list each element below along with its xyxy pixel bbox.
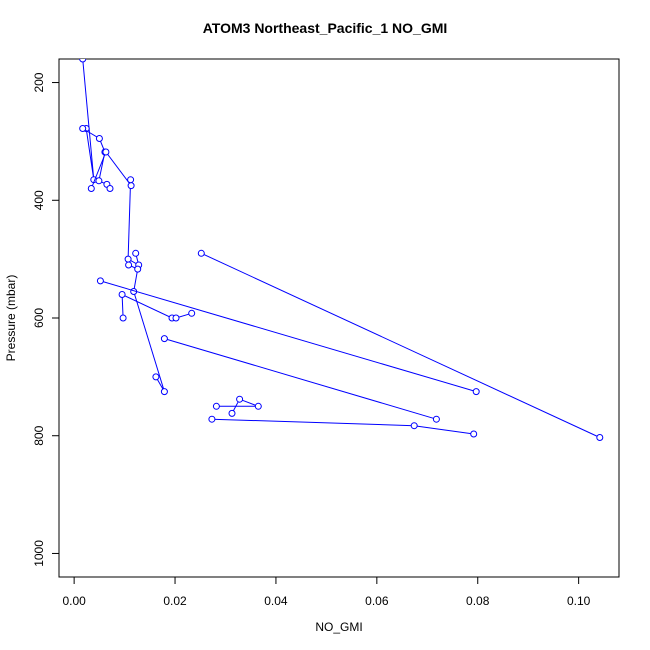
data-point bbox=[160, 335, 168, 343]
x-tick-label: 0.00 bbox=[62, 594, 86, 608]
data-point bbox=[79, 125, 87, 132]
data-point bbox=[160, 388, 168, 396]
data-point bbox=[124, 255, 132, 263]
series-line bbox=[128, 264, 165, 392]
series-group bbox=[79, 59, 604, 441]
data-point bbox=[410, 422, 418, 430]
data-point bbox=[118, 291, 126, 298]
data-point bbox=[125, 261, 133, 269]
data-point bbox=[119, 314, 127, 322]
data-point bbox=[152, 373, 160, 381]
data-point bbox=[197, 249, 205, 257]
data-point bbox=[79, 59, 87, 63]
y-axis-label: Pressure (mbar) bbox=[4, 274, 18, 362]
data-point bbox=[236, 395, 244, 403]
x-tick-label: 0.02 bbox=[163, 594, 187, 608]
series-line bbox=[100, 280, 477, 393]
x-tick-label: 0.04 bbox=[264, 594, 288, 608]
data-point bbox=[172, 314, 180, 322]
series-line bbox=[164, 338, 437, 420]
data-point bbox=[188, 309, 196, 317]
y-tick-label: 200 bbox=[32, 72, 46, 92]
x-tick-label: 0.06 bbox=[365, 594, 389, 608]
data-point bbox=[96, 277, 104, 285]
y-tick-label: 800 bbox=[32, 425, 46, 445]
data-point bbox=[254, 402, 262, 410]
data-point bbox=[95, 135, 103, 142]
series-line bbox=[82, 59, 95, 180]
data-point bbox=[228, 409, 236, 417]
data-point bbox=[470, 430, 478, 438]
y-tick-label: 400 bbox=[32, 190, 46, 210]
data-series bbox=[79, 59, 604, 441]
data-point bbox=[102, 148, 110, 156]
data-point bbox=[596, 434, 604, 441]
x-tick-label: 0.08 bbox=[466, 594, 490, 608]
chart-title: ATOM3 Northeast_Pacific_1 NO_GMI bbox=[202, 20, 448, 36]
data-point bbox=[208, 415, 216, 423]
data-point bbox=[106, 185, 114, 192]
plot-frame bbox=[58, 58, 620, 578]
y-tick-label: 600 bbox=[32, 308, 46, 328]
y-tick-label: 1000 bbox=[32, 540, 46, 567]
series-line bbox=[201, 252, 601, 438]
data-point bbox=[132, 249, 140, 257]
data-point bbox=[95, 177, 103, 185]
x-tick-label: 0.10 bbox=[567, 594, 591, 608]
x-axis: 0.00 0.02 0.04 0.06 0.08 0.10 bbox=[62, 576, 591, 608]
x-axis-label: NO_GMI bbox=[315, 620, 363, 634]
data-point bbox=[212, 402, 220, 410]
data-point bbox=[87, 185, 95, 192]
data-point bbox=[432, 415, 440, 423]
y-axis: 200 400 600 800 1000 bbox=[32, 72, 60, 567]
series-line bbox=[216, 398, 259, 414]
data-point bbox=[134, 265, 142, 273]
data-point bbox=[127, 176, 135, 184]
data-point bbox=[472, 388, 480, 396]
series-line bbox=[90, 150, 140, 267]
data-point bbox=[127, 182, 135, 190]
